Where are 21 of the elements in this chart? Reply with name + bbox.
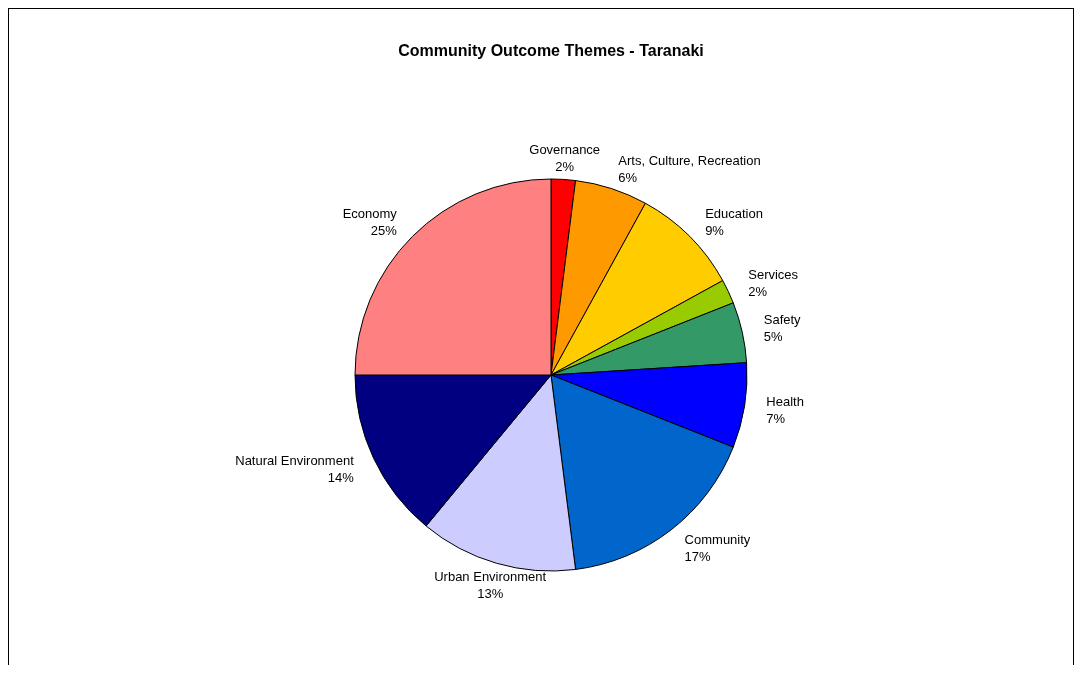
slice-label: Governance	[529, 142, 601, 158]
data-label: 14%	[327, 469, 355, 485]
data-label: 6%	[618, 169, 638, 185]
data-label: 2%	[748, 284, 768, 300]
chart-title: Community Outcome Themes - Taranaki	[398, 42, 704, 59]
slice-label: Urban Environment	[434, 569, 547, 585]
slice-label: Economy	[342, 205, 398, 221]
slice-label: Services	[748, 267, 799, 283]
slice-label: Arts, Culture, Recreation	[618, 152, 761, 168]
data-label: 13%	[477, 586, 504, 602]
slice-label: Community	[684, 532, 751, 548]
slice-label: Natural Environment	[235, 452, 355, 468]
slice-label: Safety	[763, 312, 802, 328]
slice-label: Health	[766, 394, 804, 410]
data-label: 2%	[555, 159, 575, 175]
data-label: 7%	[766, 411, 786, 427]
data-label: 5%	[763, 329, 783, 345]
data-label: 25%	[370, 222, 398, 238]
slice-label: Education	[705, 205, 763, 221]
data-label: 17%	[684, 549, 712, 565]
data-label: 9%	[705, 222, 725, 238]
